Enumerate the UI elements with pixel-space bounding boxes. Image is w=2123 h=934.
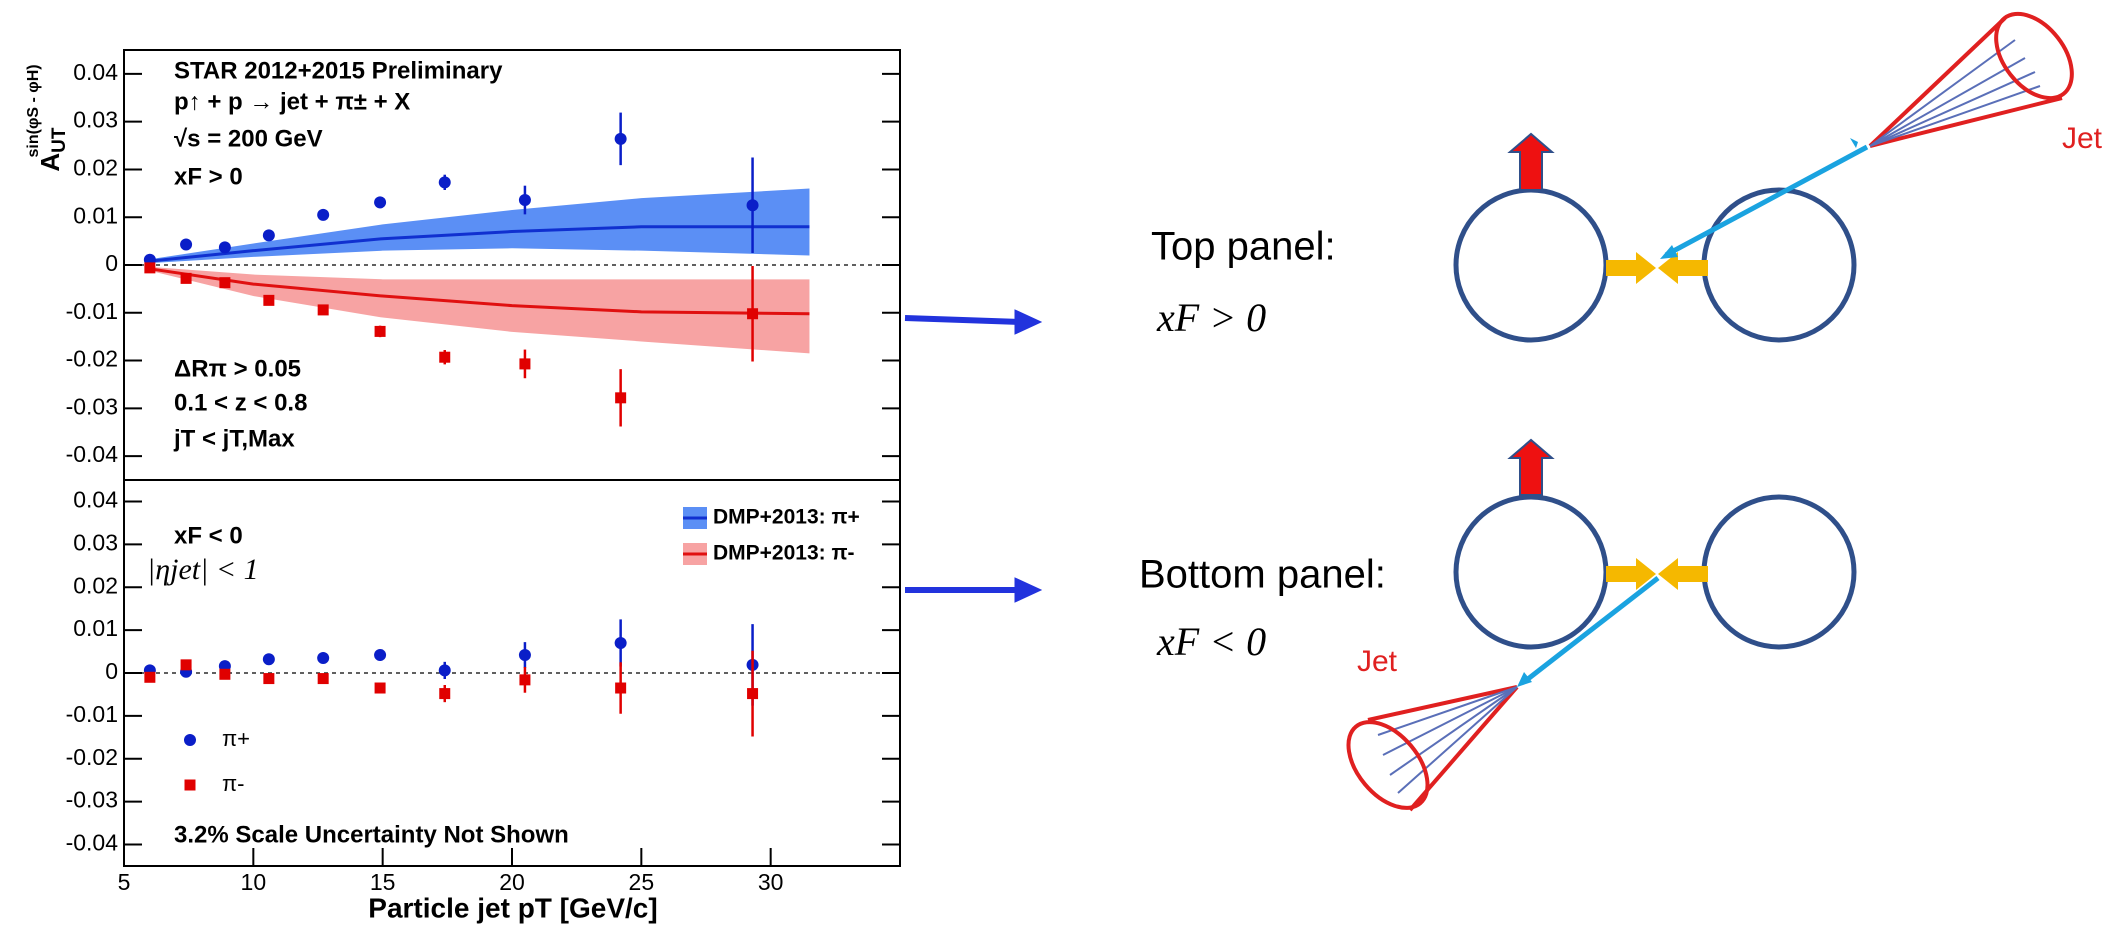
y-tick-label: -0.04 <box>66 441 119 467</box>
data-point <box>317 652 329 664</box>
y-tick-label: 0.01 <box>73 202 118 228</box>
data-point <box>519 358 530 369</box>
y-tick-label: 0.02 <box>73 572 118 598</box>
legend-label: DMP+2013: π+ <box>713 506 860 529</box>
data-point <box>263 673 274 684</box>
y-tick-label: -0.03 <box>66 787 118 813</box>
y-tick-label: -0.04 <box>66 830 119 856</box>
annotation: ΔRπ > 0.05 <box>174 355 301 382</box>
y-tick-label: 0.03 <box>73 107 118 133</box>
annotation: √s = 200 GeV <box>174 125 323 152</box>
data-point <box>219 277 230 288</box>
page: Top panel: xF > 0 Bottom panel: xF < 0 J… <box>0 0 2123 934</box>
annotation: |ηjet| < 1 <box>147 553 259 586</box>
diagram-condition: xF < 0 <box>1156 619 1266 664</box>
data-point <box>519 674 530 685</box>
data-point <box>519 194 531 206</box>
data-point <box>144 672 155 683</box>
data-point <box>439 176 451 188</box>
data-point <box>439 664 451 676</box>
y-tick-label: 0.04 <box>73 487 118 513</box>
legend-label: DMP+2013: π- <box>713 542 855 565</box>
y-tick-label: -0.01 <box>66 298 118 324</box>
legend-label: π+ <box>222 726 250 751</box>
annotation: p↑ + p → jet + π± + X <box>174 88 410 115</box>
y-label-sup: sin(φS - φH) <box>25 64 42 157</box>
y-label-sub: UT <box>49 127 70 153</box>
jet-label: Jet <box>1357 645 1398 678</box>
data-point <box>263 229 275 241</box>
data-point <box>181 659 192 670</box>
x-axis-label: Particle jet pT [GeV/c] <box>368 892 657 923</box>
data-point <box>375 326 386 337</box>
x-tick-label: 30 <box>758 869 784 895</box>
legend-label: π- <box>222 771 245 796</box>
data-point <box>144 262 155 273</box>
x-tick-label: 25 <box>629 869 655 895</box>
annotation: 3.2% Scale Uncertainty Not Shown <box>174 821 569 848</box>
data-point <box>747 688 758 699</box>
data-point <box>615 133 627 145</box>
diagram-condition: xF > 0 <box>1156 295 1266 340</box>
y-tick-label: -0.02 <box>66 346 118 372</box>
data-point <box>615 683 626 694</box>
y-tick-label: 0 <box>105 658 118 684</box>
annotation: STAR 2012+2015 Preliminary <box>174 57 503 84</box>
diagram-label: Top panel: <box>1151 225 1336 269</box>
data-point <box>317 209 329 221</box>
data-point <box>318 673 329 684</box>
data-point <box>519 649 531 661</box>
data-point <box>181 273 192 284</box>
figure: Top panel: xF > 0 Bottom panel: xF < 0 J… <box>0 0 2123 929</box>
x-tick-label: 20 <box>499 869 525 895</box>
annotation: 0.1 < z < 0.8 <box>174 389 307 416</box>
annotation: xF > 0 <box>174 163 243 190</box>
x-tick-label: 10 <box>241 869 267 895</box>
data-point <box>263 653 275 665</box>
data-point <box>747 199 759 211</box>
y-tick-label: -0.02 <box>66 744 118 770</box>
data-point <box>615 637 627 649</box>
y-tick-label: -0.03 <box>66 393 118 419</box>
y-tick-label: -0.01 <box>66 701 118 727</box>
data-point <box>439 688 450 699</box>
data-point <box>374 649 386 661</box>
jet-label: Jet <box>2062 122 2103 155</box>
data-point <box>219 241 231 253</box>
y-tick-label: 0 <box>105 250 118 276</box>
annotation: xF < 0 <box>174 522 243 549</box>
diagram-label: Bottom panel: <box>1139 553 1386 597</box>
y-tick-label: 0.02 <box>73 155 118 181</box>
data-point <box>374 196 386 208</box>
arrow <box>905 318 1020 322</box>
data-point <box>219 669 230 680</box>
legend-marker <box>184 734 196 746</box>
y-tick-label: 0.03 <box>73 529 118 555</box>
x-tick-label: 5 <box>118 869 131 895</box>
data-point <box>747 308 758 319</box>
x-tick-label: 15 <box>370 869 396 895</box>
data-point <box>615 392 626 403</box>
data-point <box>318 304 329 315</box>
data-point <box>263 295 274 306</box>
data-point <box>180 238 192 250</box>
data-point <box>439 352 450 363</box>
annotation: jT < jT,Max <box>173 425 295 452</box>
y-tick-label: 0.04 <box>73 59 118 85</box>
legend-marker <box>185 780 196 791</box>
y-tick-label: 0.01 <box>73 615 118 641</box>
data-point <box>375 683 386 694</box>
